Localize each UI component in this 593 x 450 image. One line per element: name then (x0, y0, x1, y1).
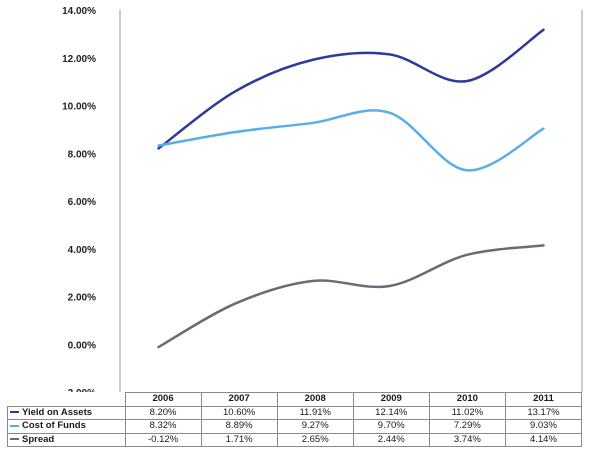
table-row-cost-of-funds: Cost of Funds 8.32% 8.89% 9.27% 9.70% 7.… (7, 419, 583, 434)
data-label: 11.91% (276, 405, 354, 420)
series-line-yield-on-assets (157, 28, 545, 150)
table-row-yield-on-assets: Yield on Assets 8.20% 10.60% 11.91% 12.1… (7, 405, 583, 420)
y-axis: 14.00% 12.00% 10.00% 8.00% 6.00% 4.00% 2.00% 0.… (62, 6, 96, 392)
category-label: 2006 (124, 392, 202, 407)
y-tick-label: 4.00% (68, 245, 96, 256)
category-label: 2009 (352, 392, 430, 407)
series-line-spread (157, 244, 545, 349)
data-table: 2006 2007 2008 2009 2010 2011 Yield on A… (7, 392, 583, 447)
line-chart: 14.00% 12.00% 10.00% 8.00% 6.00% 4.00% 2.00% 0.… (62, 6, 583, 392)
legend-entry: Cost of Funds (7, 419, 126, 434)
data-label: 1.71% (200, 432, 278, 447)
data-label: 7.29% (428, 419, 506, 434)
data-label: 2.65% (276, 432, 354, 447)
data-label: 11.02% (428, 405, 506, 420)
y-tick-label: 10.00% (62, 102, 96, 113)
data-label: -0.12% (124, 432, 202, 447)
category-label: 2010 (428, 392, 506, 407)
data-label: 12.14% (352, 405, 430, 420)
legend-entry: Yield on Assets (7, 405, 126, 420)
legend-swatch (10, 438, 19, 441)
table-row-spread: Spread -0.12% 1.71% 2.65% 2.44% 3.74% 4.… (7, 432, 583, 447)
data-label: 8.32% (124, 419, 202, 434)
y-tick-label: 12.00% (62, 54, 96, 65)
y-tick-label: 0.00% (68, 340, 96, 351)
data-label: 2.44% (352, 432, 430, 447)
y-tick-label: -2.00% (64, 388, 96, 392)
data-label: 4.14% (504, 432, 583, 447)
data-label: 10.60% (200, 405, 278, 420)
table-corner (8, 393, 126, 407)
series-name: Cost of Funds (22, 420, 86, 432)
category-label: 2011 (504, 392, 583, 407)
series-name: Spread (22, 433, 55, 445)
data-label: 9.03% (504, 419, 583, 434)
legend-swatch (10, 411, 19, 414)
y-tick-label: 2.00% (68, 293, 96, 304)
category-label: 2008 (276, 392, 354, 407)
y-tick-label: 14.00% (62, 6, 96, 17)
category-row: 2006 2007 2008 2009 2010 2011 (8, 392, 583, 407)
y-tick-label: 6.00% (68, 197, 96, 208)
data-label: 8.89% (200, 419, 278, 434)
legend-swatch (10, 424, 19, 427)
data-label: 9.27% (276, 419, 354, 434)
data-label: 3.74% (428, 432, 506, 447)
data-label: 9.70% (352, 419, 430, 434)
series-name: Yield on Assets (22, 406, 93, 418)
data-label: 13.17% (504, 405, 583, 420)
series-line-cost-of-funds (157, 109, 545, 172)
data-label: 8.20% (124, 405, 202, 420)
series-lines (157, 28, 545, 349)
y-tick-label: 8.00% (68, 149, 96, 160)
legend-entry: Spread (7, 432, 126, 447)
category-label: 2007 (200, 392, 278, 407)
